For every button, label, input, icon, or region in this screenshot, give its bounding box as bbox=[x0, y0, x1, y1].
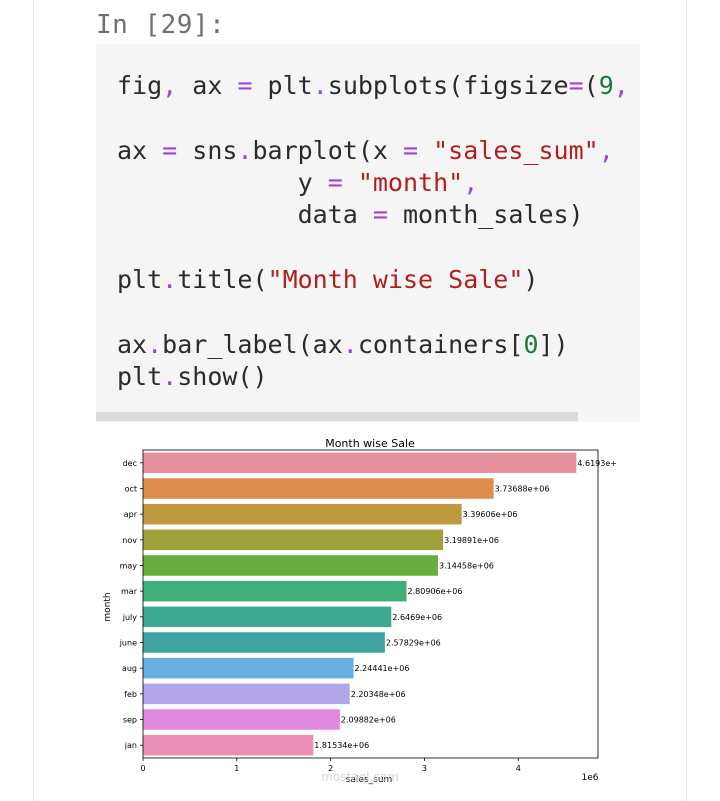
code-line-5: plt.title("Month wise Sale") bbox=[117, 265, 539, 294]
bar-label-jan: 1.81534e+06 bbox=[314, 741, 369, 750]
chart-title: Month wise Sale bbox=[325, 437, 415, 450]
bar-june bbox=[143, 632, 385, 653]
y-tick-label-jan: jan bbox=[124, 741, 137, 750]
notebook-cell-frame bbox=[33, 0, 687, 801]
bar-label-sep: 2.09882e+06 bbox=[341, 716, 396, 725]
x-tick-label-3: 3 bbox=[422, 764, 427, 773]
code-line-3: y = "month", bbox=[117, 168, 479, 197]
code-line-7: plt.show() bbox=[117, 362, 268, 391]
bar-mar bbox=[143, 580, 407, 602]
bar-july bbox=[143, 606, 392, 628]
y-tick-label-nov: nov bbox=[122, 536, 137, 545]
bar-label-june: 2.57829e+06 bbox=[386, 639, 441, 648]
x-tick-label-0: 0 bbox=[140, 764, 145, 773]
code-line-2: ax = sns.barplot(x = "sales_sum", bbox=[117, 136, 614, 165]
bar-label-feb: 2.20348e+06 bbox=[351, 690, 406, 699]
y-tick-label-feb: feb bbox=[124, 690, 137, 699]
y-tick-label-may: may bbox=[120, 562, 138, 571]
y-tick-label-mar: mar bbox=[121, 587, 138, 596]
code-line-6: ax.bar_label(ax.containers[0]) bbox=[117, 330, 569, 359]
bar-aug bbox=[143, 657, 354, 679]
bar-label-mar: 2.80906e+06 bbox=[408, 587, 463, 596]
y-tick-label-sep: sep bbox=[123, 716, 137, 725]
chart-figure: Month wise Sale month sales_sum 1e6 most… bbox=[96, 430, 627, 790]
bar-nov bbox=[143, 529, 444, 551]
y-tick-label-dec: dec bbox=[123, 459, 137, 468]
bar-jan bbox=[143, 734, 314, 756]
y-tick-label-aug: aug bbox=[122, 664, 137, 673]
watermark: mostaql.com bbox=[321, 770, 399, 784]
y-tick-label-june: june bbox=[119, 639, 137, 648]
bar-label-dec: 4.6193e+06 bbox=[577, 459, 616, 468]
bar-dec bbox=[143, 452, 577, 474]
bar-feb bbox=[143, 683, 350, 705]
x-tick-label-2: 2 bbox=[328, 764, 333, 773]
bar-oct bbox=[143, 478, 494, 499]
y-tick-label-oct: oct bbox=[125, 485, 137, 494]
y-tick-label-july: july bbox=[122, 613, 138, 622]
bar-label-may: 3.14458e+06 bbox=[439, 562, 494, 571]
bar-label-july: 2.6469e+06 bbox=[392, 613, 442, 622]
bar-apr bbox=[143, 503, 462, 525]
bar-label-apr: 3.39606e+06 bbox=[463, 510, 518, 519]
bar-label-aug: 2.24441e+06 bbox=[355, 664, 410, 673]
y-tick-label-apr: apr bbox=[124, 510, 138, 519]
horizontal-scrollbar[interactable] bbox=[96, 412, 578, 421]
bar-may bbox=[143, 555, 439, 576]
x-tick-label-4: 4 bbox=[516, 764, 521, 773]
axes-frame bbox=[142, 449, 599, 759]
y-axis-label: month bbox=[103, 592, 113, 621]
bar-chart: Month wise Sale month sales_sum 1e6 most… bbox=[103, 437, 627, 785]
code-line-1: fig, ax = plt.subplots(figsize=(9, bbox=[117, 71, 629, 100]
code-cell[interactable]: fig, ax = plt.subplots(figsize=(9, ax = … bbox=[96, 44, 640, 422]
bar-label-oct: 3.73688e+06 bbox=[495, 485, 550, 494]
bar-label-nov: 3.19891e+06 bbox=[444, 536, 499, 545]
code-line-4: data = month_sales) bbox=[117, 200, 584, 229]
x-axis-multiplier: 1e6 bbox=[582, 773, 599, 783]
x-tick-label-1: 1 bbox=[234, 764, 239, 773]
bar-sep bbox=[143, 709, 340, 730]
cell-prompt: In [29]: bbox=[96, 10, 226, 40]
x-axis-label: sales_sum bbox=[346, 775, 393, 785]
